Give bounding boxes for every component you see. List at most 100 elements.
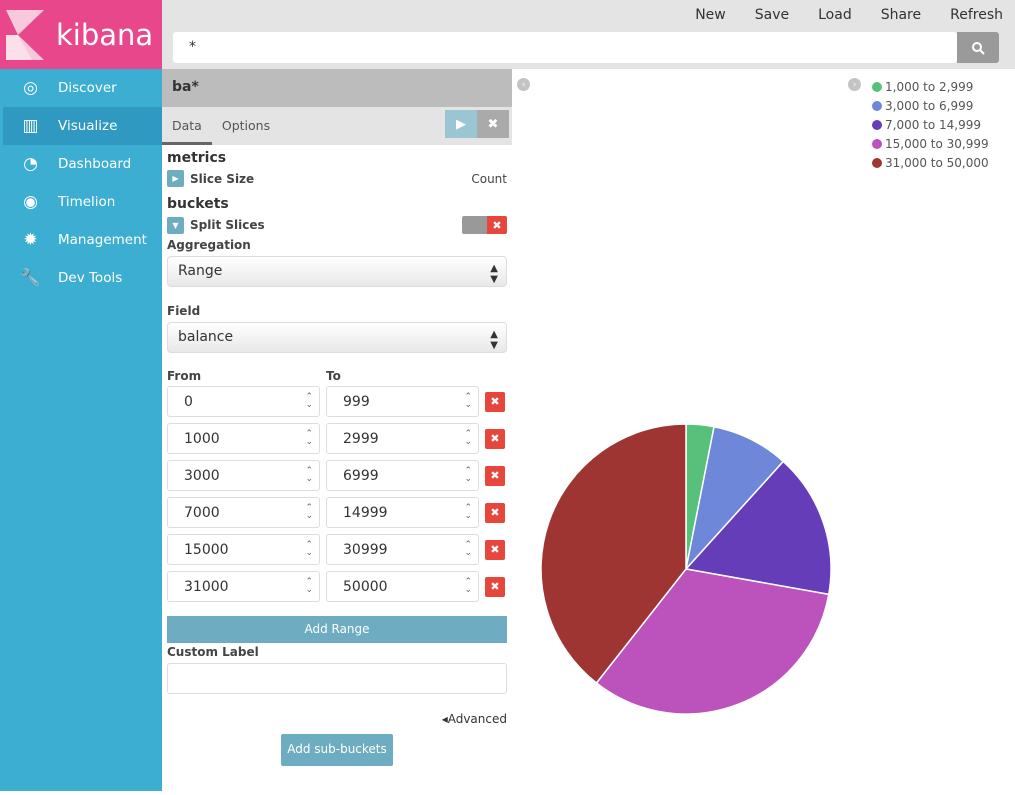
tab-data[interactable]: Data <box>162 107 212 145</box>
to-input[interactable]: 30999 ⌃ ⌄ <box>326 534 479 565</box>
remove-range-button[interactable]: ✖ <box>485 391 505 412</box>
custom-label-input[interactable] <box>167 663 507 694</box>
visualization-area: ‹ › 1,000 to 2,999 3,000 to 6,999 7,000 to… <box>512 69 1015 791</box>
collapse-icon[interactable]: ▼ <box>167 216 184 234</box>
from-input[interactable]: 0 ⌃ ⌄ <box>167 386 320 417</box>
sidebar-item-label: Discover <box>58 80 117 96</box>
sidebar-item-label: Dev Tools <box>58 270 123 286</box>
legend: 1,000 to 2,999 3,000 to 6,999 7,000 to 14,… <box>872 77 989 172</box>
menu-new[interactable]: New <box>695 7 726 23</box>
tab-options[interactable]: Options <box>221 118 271 133</box>
from-input[interactable]: 7000 ⌃ ⌄ <box>167 497 320 528</box>
legend-toggle-icon[interactable]: › <box>848 78 861 91</box>
buckets-heading: buckets <box>167 196 229 212</box>
search-icon <box>972 41 985 55</box>
to-input[interactable]: 999 ⌃ ⌄ <box>326 386 479 417</box>
remove-range-button[interactable]: ✖ <box>485 428 505 449</box>
from-input[interactable]: 1000 ⌃ ⌄ <box>167 423 320 454</box>
range-row: 31000 ⌃ ⌄ 50000 ⌃ ⌄ ✖ <box>162 568 512 605</box>
remove-bucket-button[interactable]: ✖ <box>487 216 507 234</box>
index-pattern-title: ba* <box>162 69 512 107</box>
timelion-icon: ◉ <box>23 192 38 212</box>
apply-button[interactable]: ▶ <box>445 110 477 138</box>
search-button[interactable] <box>957 32 999 63</box>
stepper-icon: ⌃ ⌄ <box>464 392 472 410</box>
expand-icon[interactable]: ▶ <box>167 170 184 187</box>
menu-load[interactable]: Load <box>818 7 852 23</box>
sidebar-item-dashboard[interactable]: ◔ Dashboard <box>3 145 162 183</box>
legend-item[interactable]: 7,000 to 14,999 <box>872 115 989 134</box>
search-input[interactable]: * <box>173 32 957 63</box>
stepper-icon: ⌃ ⌄ <box>464 577 472 595</box>
advanced-toggle[interactable]: ◂Advanced <box>441 712 507 726</box>
sidebar-item-discover[interactable]: ◎ Discover <box>3 69 162 107</box>
range-row: 1000 ⌃ ⌄ 2999 ⌃ ⌄ ✖ <box>162 420 512 457</box>
legend-item[interactable]: 1,000 to 2,999 <box>872 77 989 96</box>
from-input[interactable]: 31000 ⌃ ⌄ <box>167 571 320 602</box>
sidebar: kibana ◎ Discover ▥ Visualize ◔ Dashboard ◉ Tim… <box>0 0 165 791</box>
field-select[interactable]: balance ▲ ▼ <box>167 322 507 353</box>
legend-item[interactable]: 3,000 to 6,999 <box>872 96 989 115</box>
gear-icon: ✹ <box>23 230 38 250</box>
remove-range-button[interactable]: ✖ <box>485 539 505 560</box>
from-input[interactable]: 3000 ⌃ ⌄ <box>167 460 320 491</box>
editor-panel: ba* Data Options ▶ ✖ metrics ▶ Slice Size C… <box>162 69 512 791</box>
legend-dot <box>872 81 882 92</box>
menu-refresh[interactable]: Refresh <box>950 7 1003 23</box>
pie-slice[interactable] <box>595 568 830 715</box>
pie-chart <box>540 423 832 715</box>
sidebar-item-label: Timelion <box>58 194 116 210</box>
stepper-icon: ⌃ ⌄ <box>305 429 313 447</box>
legend-item[interactable]: 31,000 to 50,000 <box>872 153 989 172</box>
range-row: 7000 ⌃ ⌄ 14999 ⌃ ⌄ ✖ <box>162 494 512 531</box>
kibana-logo[interactable]: kibana <box>0 0 165 69</box>
sidebar-item-label: Dashboard <box>58 156 132 172</box>
remove-range-button[interactable]: ✖ <box>485 502 505 523</box>
to-input[interactable]: 6999 ⌃ ⌄ <box>326 460 479 491</box>
legend-item[interactable]: 15,000 to 30,999 <box>872 134 989 153</box>
logo-text: kibana <box>56 17 154 52</box>
to-input[interactable]: 14999 ⌃ ⌄ <box>326 497 479 528</box>
bar-chart-icon: ▥ <box>22 116 39 136</box>
to-input[interactable]: 2999 ⌃ ⌄ <box>326 423 479 454</box>
menu-save[interactable]: Save <box>754 7 790 23</box>
field-value: balance <box>178 329 234 345</box>
collapse-sidebar-icon[interactable]: ‹ <box>517 78 530 91</box>
add-sub-buckets-button[interactable]: Add sub-buckets <box>281 734 393 766</box>
select-arrows-icon: ▲ ▼ <box>490 329 498 351</box>
remove-range-button[interactable]: ✖ <box>485 576 505 597</box>
top-bar: New Save Load Share Refresh * <box>162 0 1015 69</box>
stepper-icon: ⌃ ⌄ <box>305 392 313 410</box>
from-input[interactable]: 15000 ⌃ ⌄ <box>167 534 320 565</box>
aggregation-select[interactable]: Range ▲ ▼ <box>167 256 507 287</box>
sidebar-item-management[interactable]: ✹ Management <box>3 221 162 259</box>
pie-slice[interactable] <box>684 460 832 596</box>
stepper-icon: ⌃ ⌄ <box>464 429 472 447</box>
slice-size-label: Slice Size <box>190 171 255 186</box>
menu-share[interactable]: Share <box>880 7 922 23</box>
select-arrows-icon: ▲ ▼ <box>490 263 498 285</box>
toggle-icon[interactable] <box>462 216 487 234</box>
stepper-icon: ⌃ ⌄ <box>305 540 313 558</box>
kibana-logo-icon <box>6 9 44 60</box>
sidebar-item-visualize[interactable]: ▥ Visualize <box>3 107 162 145</box>
pie-slice[interactable] <box>540 423 687 685</box>
remove-range-button[interactable]: ✖ <box>485 465 505 486</box>
range-row: 3000 ⌃ ⌄ 6999 ⌃ ⌄ ✖ <box>162 457 512 494</box>
to-input[interactable]: 50000 ⌃ ⌄ <box>326 571 479 602</box>
range-row: 0 ⌃ ⌄ 999 ⌃ ⌄ ✖ <box>162 383 512 420</box>
field-label: Field <box>167 304 201 318</box>
legend-dot <box>872 100 882 111</box>
split-slices-label: Split Slices <box>190 218 265 232</box>
stepper-icon: ⌃ ⌄ <box>305 503 313 521</box>
discard-button[interactable]: ✖ <box>477 110 509 138</box>
stepper-icon: ⌃ ⌄ <box>464 503 472 521</box>
stepper-icon: ⌃ ⌄ <box>464 466 472 484</box>
add-range-button[interactable]: Add Range <box>167 616 507 643</box>
to-label: To <box>326 369 341 383</box>
sidebar-item-dev-tools[interactable]: 🔧 Dev Tools <box>3 259 162 297</box>
legend-dot <box>872 138 882 149</box>
wrench-icon: 🔧 <box>19 268 42 288</box>
sidebar-item-timelion[interactable]: ◉ Timelion <box>3 183 162 221</box>
legend-dot <box>872 157 882 168</box>
